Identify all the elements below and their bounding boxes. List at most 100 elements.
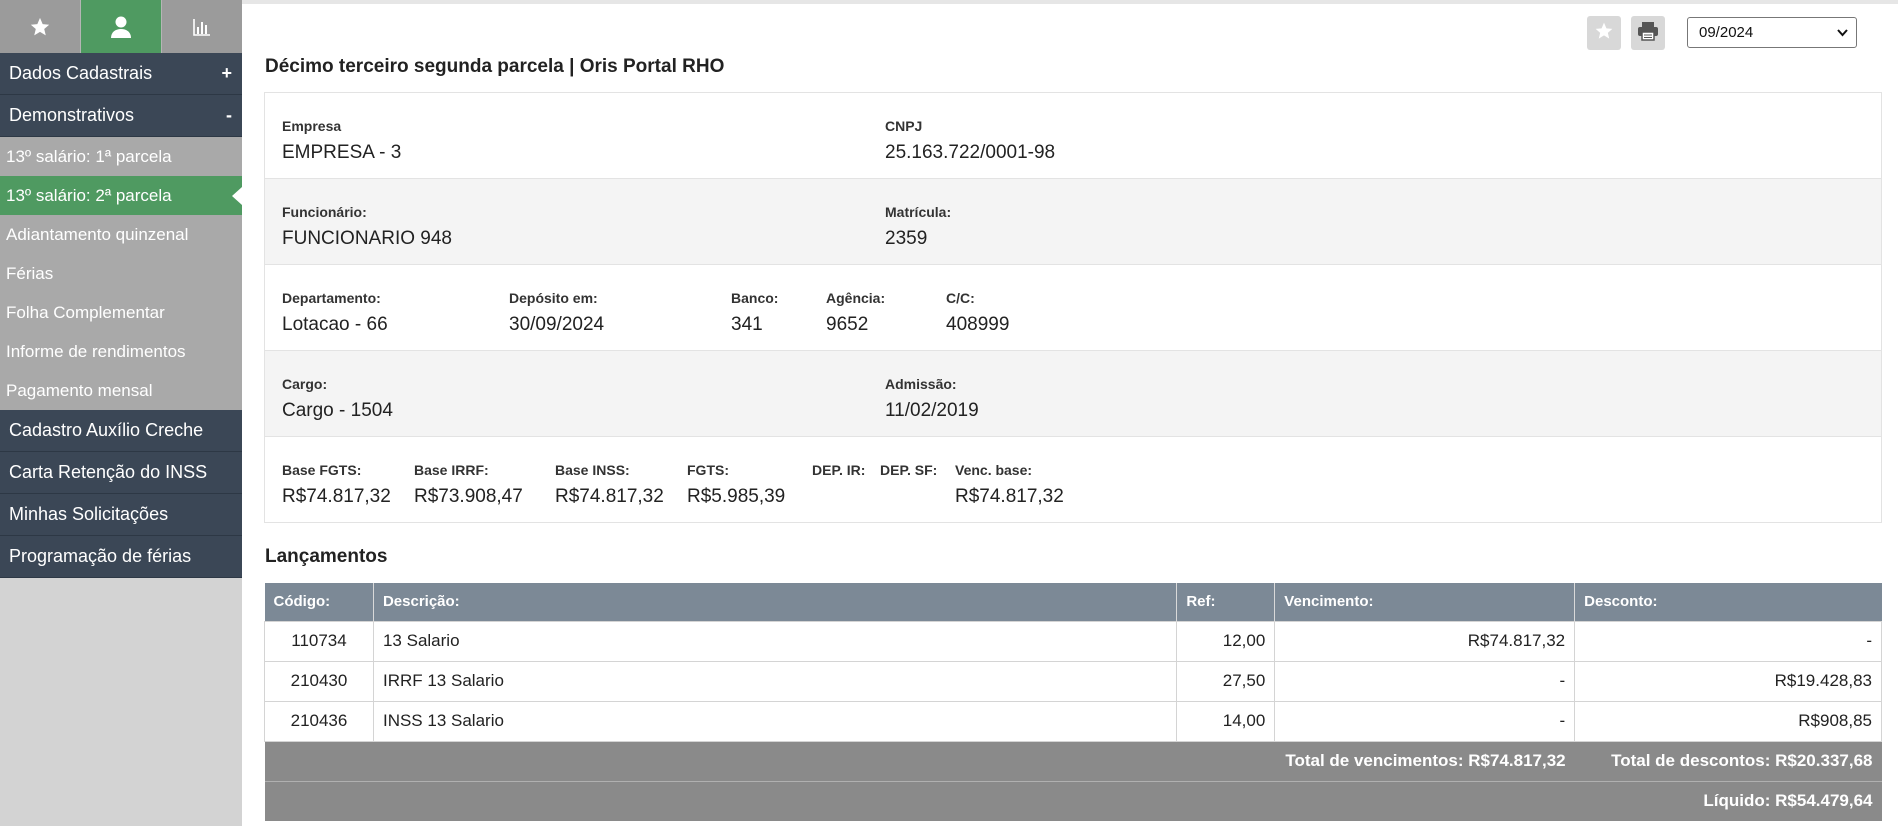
field-value: R$73.908,47 bbox=[414, 486, 523, 507]
nav-label: Demonstrativos bbox=[9, 105, 135, 125]
field-value: Cargo - 1504 bbox=[282, 400, 393, 421]
cell-ref: 27,50 bbox=[1176, 660, 1276, 702]
field-value bbox=[880, 486, 937, 508]
field-value: 408999 bbox=[946, 314, 1010, 335]
sub-item-folha-complementar[interactable]: Folha Complementar bbox=[0, 293, 242, 332]
cell-desconto: - bbox=[1574, 620, 1882, 662]
nav-dados-cadastrais[interactable]: Dados Cadastrais + bbox=[0, 53, 242, 95]
sub-item-pagamento-mensal[interactable]: Pagamento mensal bbox=[0, 371, 242, 410]
field-label: Admissão: bbox=[885, 376, 957, 392]
info-row-employee: Funcionário: FUNCIONARIO 948 Matrícula: … bbox=[265, 179, 1881, 265]
field-cnpj: CNPJ 25.163.722/0001-98 bbox=[885, 117, 1055, 164]
collapse-icon: - bbox=[226, 105, 232, 125]
sub-item-ferias[interactable]: Férias bbox=[0, 254, 242, 293]
tab-reports[interactable] bbox=[162, 0, 242, 53]
net-row: Líquido: R$54.479,64 bbox=[264, 781, 1882, 821]
nav-demonstrativos[interactable]: Demonstrativos - bbox=[0, 95, 242, 137]
field-value: FUNCIONARIO 948 bbox=[282, 228, 452, 249]
field-label: C/C: bbox=[946, 290, 975, 306]
field-base-fgts: Base FGTS: R$74.817,32 bbox=[282, 461, 391, 508]
sub-item-informe-rendimentos[interactable]: Informe de rendimentos bbox=[0, 332, 242, 371]
main-content: 09/2024 Décimo terceiro segunda parcela … bbox=[242, 0, 1898, 826]
sub-item-adiantamento-quinzenal[interactable]: Adiantamento quinzenal bbox=[0, 215, 242, 254]
field-label: Base FGTS: bbox=[282, 462, 362, 478]
favorite-button[interactable] bbox=[1587, 16, 1621, 50]
field-value: R$74.817,32 bbox=[955, 486, 1064, 507]
field-label: Departamento: bbox=[282, 290, 381, 306]
total-vencimentos: Total de vencimentos: R$74.817,32 bbox=[1274, 741, 1575, 782]
field-label: Depósito em: bbox=[509, 290, 598, 306]
cell-codigo: 110734 bbox=[264, 620, 374, 662]
field-fgts: FGTS: R$5.985,39 bbox=[687, 461, 785, 508]
sub-item-label: Férias bbox=[6, 263, 54, 283]
print-button[interactable] bbox=[1631, 16, 1665, 50]
totals-row: Total de vencimentos: R$74.817,32 Total … bbox=[264, 741, 1882, 782]
field-label: Base INSS: bbox=[555, 462, 630, 478]
field-value: 9652 bbox=[826, 314, 869, 335]
sub-item-label: 13º salário: 1ª parcela bbox=[6, 146, 172, 166]
field-label: Venc. base: bbox=[955, 462, 1033, 478]
field-dep-sf: DEP. SF: bbox=[880, 461, 937, 508]
total-descontos: Total de descontos: R$20.337,68 bbox=[1574, 741, 1882, 782]
field-value: 11/02/2019 bbox=[885, 400, 979, 421]
field-funcionario: Funcionário: FUNCIONARIO 948 bbox=[282, 203, 452, 250]
cell-vencimento: R$74.817,32 bbox=[1274, 620, 1576, 662]
sub-item-label: Folha Complementar bbox=[6, 302, 165, 322]
field-label: Empresa bbox=[282, 118, 342, 134]
info-row-bases: Base FGTS: R$74.817,32 Base IRRF: R$73.9… bbox=[265, 437, 1881, 522]
table-row: 210430 IRRF 13 Salario 27,50 - R$19.428,… bbox=[264, 660, 1882, 702]
field-label: Funcionário: bbox=[282, 204, 367, 220]
field-banco: Banco: 341 bbox=[731, 289, 778, 336]
info-row-position: Cargo: Cargo - 1504 Admissão: 11/02/2019 bbox=[265, 351, 1881, 437]
nav-minhas-solicitacoes[interactable]: Minhas Solicitações bbox=[0, 494, 242, 536]
field-value: R$74.817,32 bbox=[555, 486, 664, 507]
cell-ref: 14,00 bbox=[1176, 700, 1276, 742]
cell-codigo: 210430 bbox=[264, 660, 374, 702]
cell-codigo: 210436 bbox=[264, 700, 374, 742]
cell-desconto: R$908,85 bbox=[1574, 700, 1882, 742]
cell-vencimento: - bbox=[1274, 700, 1576, 742]
tab-favorites[interactable] bbox=[0, 0, 81, 53]
sub-item-label: Adiantamento quinzenal bbox=[6, 224, 189, 244]
nav-carta-retencao-inss[interactable]: Carta Retenção do INSS bbox=[0, 452, 242, 494]
field-label: Cargo: bbox=[282, 376, 328, 392]
field-cargo: Cargo: Cargo - 1504 bbox=[282, 375, 393, 422]
nav-cadastro-auxilio-creche[interactable]: Cadastro Auxílio Creche bbox=[0, 410, 242, 452]
chevron-down-icon bbox=[1837, 24, 1848, 41]
tab-profile[interactable] bbox=[81, 0, 162, 53]
field-value: 341 bbox=[731, 314, 763, 335]
expand-icon: + bbox=[221, 63, 232, 83]
field-matricula: Matrícula: 2359 bbox=[885, 203, 951, 250]
field-label: Matrícula: bbox=[885, 204, 952, 220]
nav-label: Cadastro Auxílio Creche bbox=[9, 420, 204, 440]
field-base-inss: Base INSS: R$74.817,32 bbox=[555, 461, 664, 508]
top-border bbox=[0, 0, 1898, 4]
field-label: Agência: bbox=[826, 290, 886, 306]
field-admissao: Admissão: 11/02/2019 bbox=[885, 375, 979, 422]
nav-label: Dados Cadastrais bbox=[9, 63, 153, 83]
nav-programacao-ferias[interactable]: Programação de férias bbox=[0, 536, 242, 578]
cell-vencimento: - bbox=[1274, 660, 1576, 702]
bar-chart-icon bbox=[192, 17, 212, 37]
sub-item-label: 13º salário: 2ª parcela bbox=[6, 185, 172, 205]
column-header-desconto: Desconto: bbox=[1574, 583, 1882, 621]
field-base-irrf: Base IRRF: R$73.908,47 bbox=[414, 461, 523, 508]
field-value bbox=[812, 486, 865, 508]
period-select[interactable]: 09/2024 bbox=[1687, 17, 1857, 48]
sub-item-13-primeira-parcela[interactable]: 13º salário: 1ª parcela bbox=[0, 137, 242, 176]
section-title-lancamentos: Lançamentos bbox=[265, 546, 388, 567]
table-row: 110734 13 Salario 12,00 R$74.817,32 - bbox=[264, 620, 1882, 662]
field-empresa: Empresa EMPRESA - 3 bbox=[282, 117, 401, 164]
field-venc-base: Venc. base: R$74.817,32 bbox=[955, 461, 1064, 508]
field-value: Lotacao - 66 bbox=[282, 314, 388, 335]
table-row: 210436 INSS 13 Salario 14,00 - R$908,85 bbox=[264, 700, 1882, 742]
field-label: FGTS: bbox=[687, 462, 729, 478]
cell-descricao: 13 Salario bbox=[372, 620, 1178, 662]
field-cc: C/C: 408999 bbox=[946, 289, 1009, 336]
sub-item-13-segunda-parcela[interactable]: 13º salário: 2ª parcela bbox=[0, 176, 242, 215]
nav-label: Programação de férias bbox=[9, 546, 192, 566]
field-dep-ir: DEP. IR: bbox=[812, 461, 865, 508]
field-label: Base IRRF: bbox=[414, 462, 489, 478]
cell-descricao: INSS 13 Salario bbox=[372, 700, 1178, 742]
field-value: R$5.985,39 bbox=[687, 486, 786, 507]
